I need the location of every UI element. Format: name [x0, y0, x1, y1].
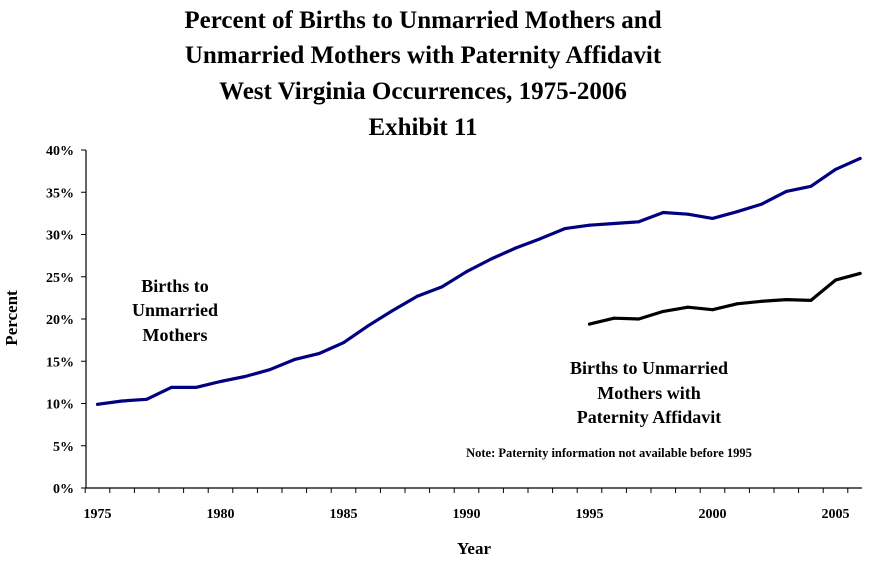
- y-tick-label: 5%: [53, 440, 74, 455]
- y-axis-title: Percent: [2, 290, 21, 346]
- data-point: [563, 227, 567, 231]
- y-tick-label: 20%: [46, 313, 74, 328]
- series-label-paternity-line-3: Paternity Affidavit: [577, 407, 721, 427]
- data-point: [661, 309, 665, 313]
- data-point: [858, 271, 862, 275]
- data-point: [588, 322, 591, 326]
- x-tick-label: 2000: [699, 507, 727, 522]
- data-point: [194, 385, 198, 389]
- series-line-2: [587, 271, 862, 326]
- data-point: [735, 210, 739, 214]
- title-line-3: West Virginia Occurrences, 1975-2006: [219, 78, 627, 105]
- data-point: [465, 270, 468, 274]
- plot-area: 0% 5% 10% 15% 20% 25% 30% 35% 40% 1975 1980 1985 199…: [46, 144, 862, 522]
- title-line-4: Exhibit 11: [368, 114, 477, 141]
- data-point: [784, 298, 788, 302]
- data-point: [784, 189, 788, 193]
- data-point: [145, 397, 149, 401]
- data-point: [366, 324, 370, 328]
- series-line-1: [95, 156, 862, 406]
- data-point: [268, 368, 272, 372]
- chart-title: Percent of Births to Unmarried Mothers a…: [184, 7, 661, 141]
- x-tick-label: 1985: [330, 507, 358, 522]
- x-tick-label: 1995: [576, 507, 604, 522]
- series-label-unmarried-line-1: Births to: [141, 276, 209, 296]
- data-point: [588, 223, 591, 227]
- data-point: [219, 380, 222, 384]
- data-point: [686, 212, 690, 216]
- series-label-unmarried: Births to Unmarried Mothers: [132, 276, 218, 345]
- data-point: [96, 402, 99, 406]
- data-point: [809, 184, 813, 188]
- data-point: [686, 305, 690, 309]
- data-point: [760, 202, 764, 206]
- data-point: [391, 309, 395, 313]
- y-tick-label: 15%: [46, 355, 74, 370]
- y-tick-label: 35%: [46, 186, 74, 201]
- series-label-unmarried-line-2: Unmarried: [132, 300, 218, 320]
- y-tick-label: 30%: [46, 229, 74, 244]
- data-point: [243, 374, 247, 378]
- data-point: [637, 317, 641, 321]
- series-label-paternity-line-2: Mothers with: [597, 383, 700, 403]
- data-point: [760, 299, 764, 303]
- x-axis-title: Year: [457, 539, 491, 558]
- data-point: [120, 399, 124, 403]
- x-tick-label: 1980: [207, 507, 235, 522]
- y-tick-label: 40%: [46, 144, 74, 159]
- data-point: [317, 352, 321, 356]
- data-point: [711, 216, 714, 220]
- x-tick-label: 1975: [84, 507, 112, 522]
- y-tick-label: 10%: [46, 398, 74, 413]
- y-tick-label: 0%: [53, 482, 74, 497]
- title-line-2: Unmarried Mothers with Paternity Affidav…: [185, 42, 662, 69]
- series-label-paternity-line-1: Births to Unmarried: [570, 358, 728, 378]
- data-point: [735, 302, 739, 306]
- data-point: [612, 222, 616, 226]
- series-label-paternity: Births to Unmarried Mothers with Paterni…: [570, 358, 728, 427]
- data-point: [538, 237, 542, 241]
- data-point: [415, 294, 419, 298]
- title-line-1: Percent of Births to Unmarried Mothers a…: [184, 7, 661, 34]
- data-point: [612, 316, 616, 320]
- series-label-unmarried-line-3: Mothers: [143, 325, 208, 345]
- data-point: [169, 385, 173, 389]
- data-point: [342, 341, 345, 345]
- x-tick-label: 2005: [822, 507, 850, 522]
- data-point: [489, 257, 493, 261]
- y-tick-label: 25%: [46, 271, 74, 286]
- data-point: [514, 246, 518, 250]
- data-point: [834, 167, 837, 171]
- data-point: [661, 211, 665, 215]
- data-point: [711, 308, 714, 312]
- data-point: [858, 156, 862, 160]
- data-point: [292, 358, 296, 362]
- data-point: [637, 220, 641, 224]
- x-tick-label: 1990: [453, 507, 481, 522]
- data-point: [809, 298, 813, 302]
- data-point: [440, 285, 444, 289]
- note-annotation: Note: Paternity information not availabl…: [466, 446, 752, 460]
- data-point: [834, 278, 837, 282]
